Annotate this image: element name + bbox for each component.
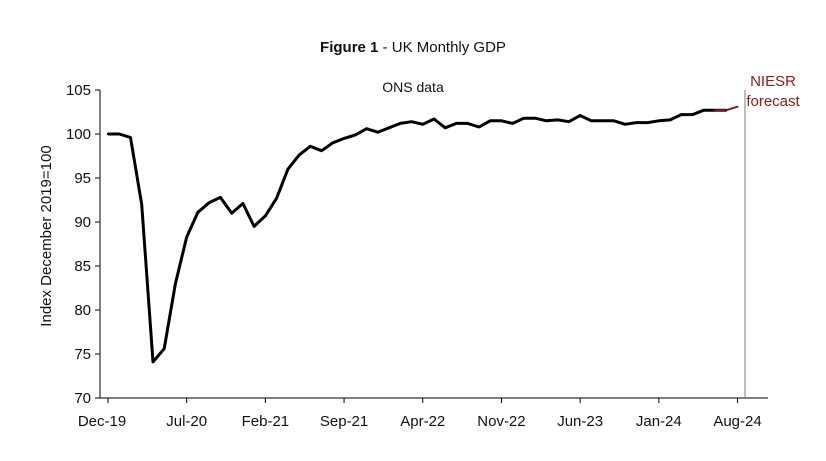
x-tick-label: Nov-22 — [477, 413, 525, 430]
ons-data-point — [264, 214, 267, 218]
y-tick-label: 80 — [74, 302, 91, 319]
ons-data-point — [522, 116, 526, 120]
ons-data-point — [331, 141, 335, 144]
ons-data-point — [207, 201, 211, 204]
ons-data-point — [702, 109, 705, 112]
chart-title: Figure 1 - UK Monthly GDP — [320, 39, 506, 56]
ons-data-point — [309, 145, 312, 148]
ons-data-point — [151, 360, 155, 364]
ons-data-point — [342, 137, 346, 140]
ons-data-point — [286, 168, 290, 171]
ons-data-point — [668, 118, 672, 122]
ons-data-point — [118, 132, 121, 136]
forecast-label-line1: NIESR — [750, 73, 796, 90]
forecast-data-point — [725, 109, 728, 112]
ons-data-point — [320, 149, 323, 152]
ons-data-point — [185, 235, 188, 239]
y-tick-label: 105 — [66, 82, 91, 99]
ons-gdp-series-line — [108, 108, 727, 364]
ons-data-point — [533, 116, 537, 120]
ons-data-point — [657, 119, 661, 123]
ons-data-point — [163, 347, 166, 350]
ons-data-point — [140, 203, 143, 206]
ons-data-point — [635, 121, 638, 124]
ons-data-point — [241, 202, 245, 205]
ons-data-point — [590, 119, 593, 123]
x-tick-label: Sep-21 — [320, 413, 368, 430]
ons-data-annotation: ONS data — [382, 79, 444, 95]
x-tick-label: Jan-24 — [636, 413, 682, 430]
ons-data-point — [680, 113, 683, 116]
x-tick-label: Jun-23 — [557, 413, 603, 430]
x-tick-label: Feb-21 — [242, 413, 290, 430]
ons-data-point — [219, 196, 222, 199]
ons-data-point — [455, 122, 458, 125]
ons-data-point — [275, 197, 278, 200]
ons-data-point — [230, 212, 233, 215]
ons-data-point — [500, 119, 503, 123]
y-axis-label: Index December 2019=100 — [38, 145, 55, 326]
ons-data-point — [196, 211, 200, 214]
ons-data-point — [567, 120, 571, 123]
ons-data-point — [691, 113, 694, 116]
x-tick-label: Dec-19 — [78, 413, 126, 430]
chart-title-bold: Figure 1 — [320, 39, 378, 56]
ons-data-point — [601, 119, 604, 123]
ons-data-point — [545, 119, 548, 123]
y-tick-label: 90 — [74, 214, 91, 231]
ons-data-point — [421, 123, 424, 126]
ons-data-point — [646, 121, 649, 124]
ons-data-point — [354, 133, 357, 137]
ons-data-point — [387, 126, 391, 130]
y-tick-label: 75 — [74, 346, 91, 363]
ons-data-point — [376, 131, 379, 134]
ons-data-point — [410, 120, 413, 123]
ons-data-point — [511, 122, 514, 125]
y-tick-label: 70 — [74, 390, 91, 407]
x-tick-label: Jul-20 — [166, 413, 207, 430]
ons-data-point — [129, 136, 132, 139]
x-tick-label: Aug-24 — [713, 413, 761, 430]
ons-data-point — [365, 127, 368, 130]
y-axis-ticks: 70 75 80 85 90 95 100 105 — [66, 82, 100, 407]
y-tick-label: 95 — [74, 170, 91, 187]
forecast-label-line2: forecast — [746, 93, 800, 110]
ons-data-point — [578, 114, 582, 117]
ons-data-point — [466, 122, 469, 125]
y-tick-label: 85 — [74, 258, 91, 275]
ons-data-point — [174, 282, 177, 285]
ons-data-point — [612, 119, 616, 123]
x-tick-label: Apr-22 — [400, 413, 445, 430]
y-tick-label: 100 — [66, 126, 91, 143]
chart-title-rest: - UK Monthly GDP — [378, 39, 506, 56]
ons-data-point — [556, 118, 559, 122]
ons-data-point — [477, 125, 481, 129]
x-axis-ticks: Dec-19 Jul-20 Feb-21 Sep-21 Apr-22 Nov-22 Jun-… — [78, 398, 762, 430]
ons-data-point — [623, 123, 627, 126]
ons-data-point — [444, 126, 447, 130]
data-points — [106, 105, 739, 364]
ons-data-point — [399, 122, 402, 125]
forecast-data-point — [714, 109, 717, 112]
forecast-data-point — [736, 105, 739, 108]
ons-data-point — [432, 117, 436, 121]
ons-data-point — [252, 225, 256, 228]
ons-data-point — [489, 119, 492, 123]
ons-data-point — [106, 132, 110, 136]
ons-data-point — [297, 153, 301, 157]
